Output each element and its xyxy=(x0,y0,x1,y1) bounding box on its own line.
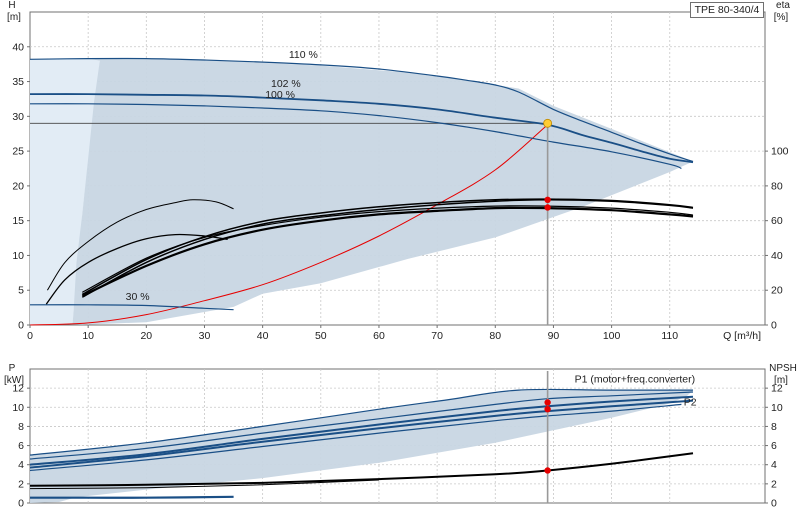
top-operating-area xyxy=(30,58,693,325)
x-axis-label: Q [m³/h] xyxy=(723,330,761,342)
power-curve-0 xyxy=(29,388,693,456)
left-axis-title: P xyxy=(9,363,16,374)
left-tick-label: 2 xyxy=(18,478,24,490)
x-tick-label: 110 xyxy=(661,330,678,342)
system-curve xyxy=(29,124,548,326)
top-curve-label: 110 % xyxy=(289,49,318,61)
x-tick-label: 100 xyxy=(603,330,621,342)
head-curve-0 xyxy=(29,57,694,163)
right-tick-label: 6 xyxy=(771,440,777,452)
right-tick-label: 0 xyxy=(771,320,777,332)
npsh-curve-0 xyxy=(29,452,694,487)
efficiency-curve-5 xyxy=(82,205,694,293)
right-axis-unit: [%] xyxy=(774,12,789,23)
x-tick-label: 80 xyxy=(489,330,501,342)
left-tick-label: 25 xyxy=(12,146,24,158)
right-tick-label: 100 xyxy=(771,146,789,158)
left-axis-unit: [m] xyxy=(7,12,21,23)
top-curve-label: 102 % xyxy=(271,78,301,90)
power-curve-2 xyxy=(29,395,694,466)
x-tick-label: 60 xyxy=(373,330,385,342)
left-tick-label: 40 xyxy=(12,41,24,53)
operating-point-marker xyxy=(544,467,551,474)
x-tick-label: 20 xyxy=(140,330,152,342)
top-curve-label: 100 % xyxy=(265,89,295,101)
right-tick-label: 40 xyxy=(771,250,783,262)
left-tick-label: 10 xyxy=(12,250,24,262)
power-curve-4 xyxy=(29,403,682,472)
power-curve-5 xyxy=(30,495,234,499)
power-curve-1 xyxy=(29,391,694,460)
left-axis-title: H xyxy=(8,0,15,11)
left-tick-label: 5 xyxy=(18,285,24,297)
operating-point-marker xyxy=(544,406,551,413)
left-tick-label: 15 xyxy=(12,215,24,227)
bottom-curve-label: P2 xyxy=(684,396,697,408)
x-tick-label: 10 xyxy=(82,330,94,342)
left-tick-label: 6 xyxy=(18,440,24,452)
right-tick-label: 4 xyxy=(771,459,777,471)
right-tick-label: 12 xyxy=(771,383,783,395)
left-axis-unit: [kW] xyxy=(4,375,24,386)
model-badge: TPE 80-340/4 xyxy=(690,2,764,18)
right-tick-label: 20 xyxy=(771,285,783,297)
left-tick-label: 30 xyxy=(12,111,24,123)
x-tick-label: 30 xyxy=(199,330,211,342)
top-curve-label: 30 % xyxy=(126,291,150,303)
left-tick-label: 10 xyxy=(12,402,24,414)
right-axis-title: eta xyxy=(776,0,790,11)
right-tick-label: 10 xyxy=(771,402,783,414)
operating-point-marker xyxy=(544,196,551,203)
right-tick-label: 0 xyxy=(771,498,777,510)
left-tick-label: 8 xyxy=(18,421,24,433)
bottom-panel: P1 (motor+freq.converter) P2 0 2 4 6 8 10 12 0 2 4 6… xyxy=(4,363,797,510)
left-tick-label: 0 xyxy=(18,498,24,510)
efficiency-curve-1 xyxy=(45,233,228,305)
head-curve-1 xyxy=(29,93,694,164)
right-axis-unit: [m] xyxy=(774,375,788,386)
left-tick-label: 0 xyxy=(18,320,24,332)
x-tick-label: 90 xyxy=(548,330,560,342)
x-tick-label: 40 xyxy=(257,330,269,342)
x-tick-label: 0 xyxy=(27,330,33,342)
head-curve-2 xyxy=(29,103,682,170)
operating-point-marker xyxy=(544,399,551,406)
right-tick-label: 8 xyxy=(771,421,777,433)
left-tick-label: 20 xyxy=(12,180,24,192)
left-tick-label: 12 xyxy=(12,383,24,395)
operating-point-marker xyxy=(544,204,551,211)
efficiency-curve-4 xyxy=(81,206,694,297)
x-tick-label: 50 xyxy=(315,330,327,342)
bottom-operating-area xyxy=(30,390,693,503)
right-tick-label: 2 xyxy=(771,478,777,490)
right-axis-title: NPSH xyxy=(769,363,797,374)
head-curve-3 xyxy=(29,304,234,311)
right-tick-label: 60 xyxy=(771,215,783,227)
efficiency-curve-0 xyxy=(46,199,234,291)
bottom-curve-label: P1 (motor+freq.converter) xyxy=(575,373,696,385)
top-panel: 110 % 102 %100 % 30 % 0 5 10 15 20 25 30 35 40 0 20 40… xyxy=(7,0,790,342)
right-tick-label: 80 xyxy=(771,180,783,192)
power-curve-3 xyxy=(29,399,694,469)
left-tick-label: 35 xyxy=(12,76,24,88)
x-tick-label: 70 xyxy=(431,330,443,342)
left-tick-label: 4 xyxy=(18,459,24,471)
duty-point xyxy=(543,118,553,128)
top-area-light xyxy=(30,58,100,325)
npsh-curve-1 xyxy=(29,479,380,490)
